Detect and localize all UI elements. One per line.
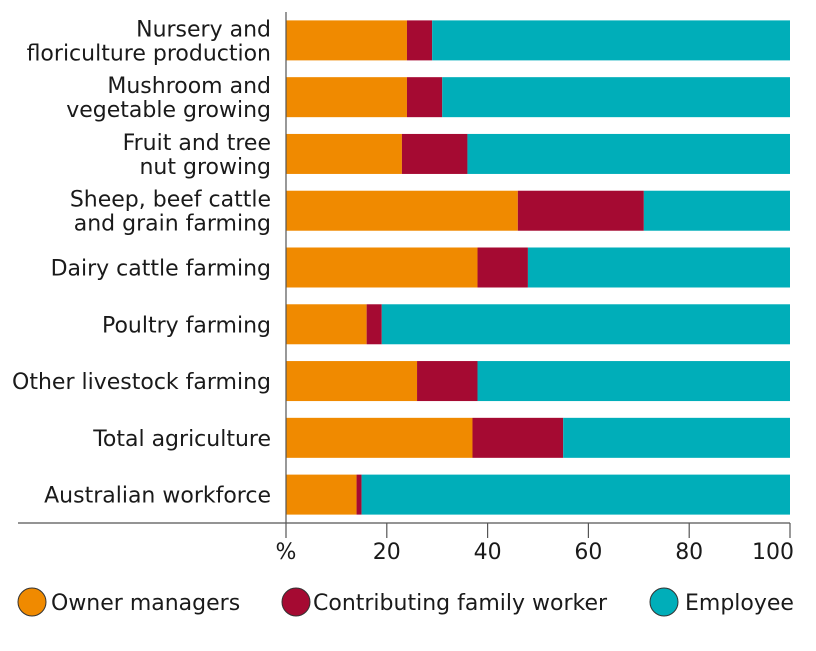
category-label-9-line-1: Australian workforce	[44, 484, 271, 509]
bar-segment-6-series-3	[381, 304, 790, 345]
legend-swatch-2	[281, 587, 311, 617]
bar-segment-6-series-2	[366, 304, 382, 345]
bar-segment-5-series-2	[477, 247, 528, 288]
bar-segment-1-series-2	[406, 20, 433, 61]
category-label-8-line-1: Total agriculture	[92, 427, 271, 452]
x-tick-label-80: 80	[675, 540, 703, 565]
bar-segment-8-series-3	[563, 417, 790, 458]
category-label-1-line-2: floriculture production	[27, 41, 271, 66]
bar-segment-1-series-3	[432, 20, 790, 61]
category-label-3-line-2: nut growing	[139, 155, 271, 180]
bar-segment-1-series-1	[286, 20, 407, 61]
bar-segment-2-series-3	[442, 77, 790, 118]
x-tick-label-20: 20	[373, 540, 401, 565]
category-label-2-line-1: Mushroom and	[107, 74, 271, 99]
x-tick-label-40: 40	[474, 540, 502, 565]
bar-segment-6-series-1	[286, 304, 367, 345]
bar-segment-7-series-2	[417, 361, 478, 402]
bar-segment-4-series-2	[517, 190, 644, 231]
category-label-5-line-1: Dairy cattle farming	[51, 257, 271, 282]
x-axis-unit-label: %	[276, 540, 297, 565]
category-label-4-line-1: Sheep, beef cattle	[70, 188, 271, 213]
bar-segment-7-series-1	[286, 361, 418, 402]
category-label-1-line-1: Nursery and	[136, 17, 271, 42]
bar-segment-9-series-1	[286, 474, 357, 515]
bar-segment-9-series-2	[356, 474, 362, 515]
category-label-4-line-2: and grain farming	[74, 212, 271, 237]
category-label-2-line-2: vegetable growing	[66, 98, 271, 123]
category-label-7-line-1: Other livestock farming	[12, 370, 271, 395]
bar-segment-7-series-3	[477, 361, 790, 402]
bar-segment-8-series-2	[472, 417, 564, 458]
bars-group	[286, 20, 790, 515]
bar-segment-2-series-2	[406, 77, 443, 118]
legend-label-2: Contributing family worker	[313, 591, 608, 616]
legend-swatch-3	[649, 587, 679, 617]
legend-label-1: Owner managers	[51, 591, 240, 616]
bar-segment-8-series-1	[286, 417, 473, 458]
x-tick-label-100: 100	[752, 540, 794, 565]
bar-segment-5-series-3	[527, 247, 790, 288]
bar-segment-9-series-3	[361, 474, 790, 515]
legend-label-3: Employee	[685, 591, 794, 616]
bar-segment-3-series-2	[401, 133, 468, 174]
bar-segment-2-series-1	[286, 77, 407, 118]
axes-group: % 20 40 60 80 100	[18, 12, 794, 565]
bar-segment-5-series-1	[286, 247, 478, 288]
bar-segment-4-series-3	[643, 190, 790, 231]
category-label-3-line-1: Fruit and tree	[123, 131, 271, 156]
bar-segment-3-series-1	[286, 133, 402, 174]
x-tick-label-60: 60	[574, 540, 602, 565]
legend-swatch-1	[17, 587, 47, 617]
legend: Owner managers Contributing family worker…	[17, 587, 794, 617]
bar-segment-3-series-3	[467, 133, 790, 174]
bar-segment-4-series-1	[286, 190, 518, 231]
category-label-6-line-1: Poultry farming	[102, 313, 271, 338]
